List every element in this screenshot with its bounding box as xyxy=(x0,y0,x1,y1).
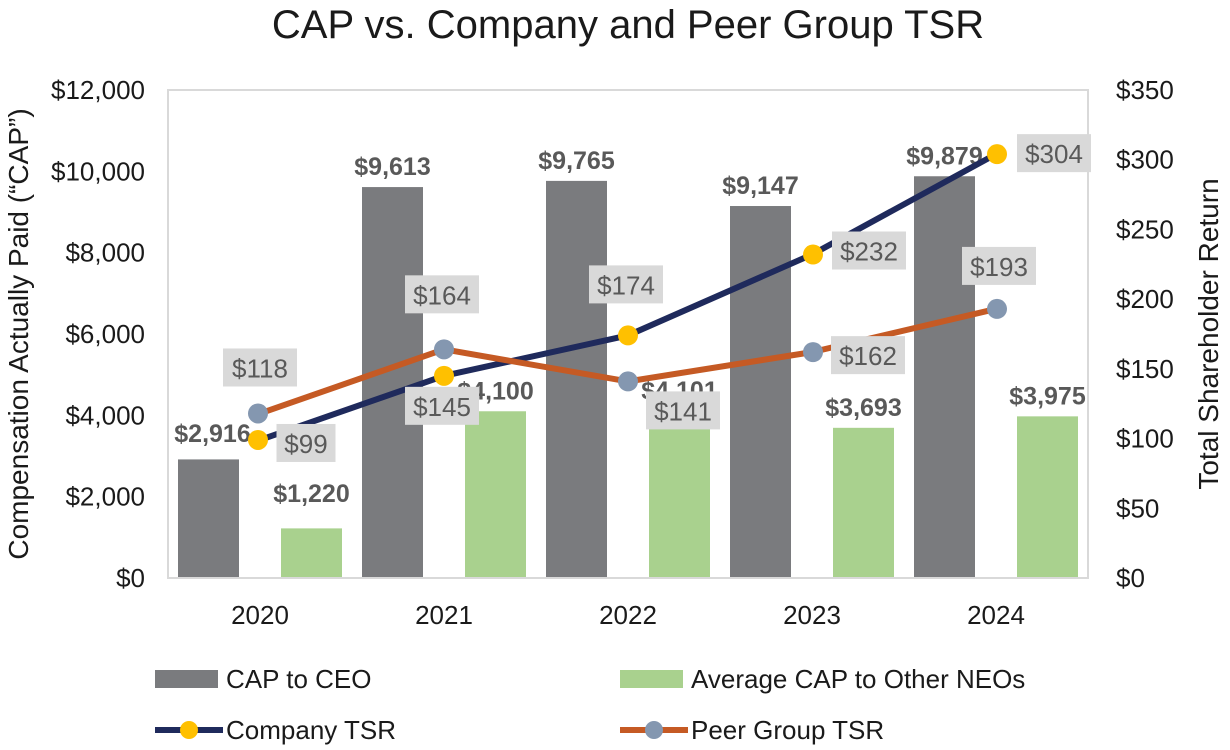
data-label-cap-neo-2020: $1,220 xyxy=(273,480,349,508)
point-label-box xyxy=(589,265,663,304)
data-label-company-tsr-2024: $304 xyxy=(1025,139,1083,169)
y2-tick-label: $0 xyxy=(1116,563,1145,593)
bars-layer: $2,916$9,613 $9,765$9,147$9,879$1,220$4,1… xyxy=(174,142,1086,578)
data-label-cap-neo-2023: $3,693 xyxy=(825,394,901,422)
legend-label: CAP to CEO xyxy=(226,664,371,694)
bar-cap-ceo-2022 xyxy=(546,180,607,578)
peer-tsr-point-2022 xyxy=(618,371,638,392)
company-tsr-point-2021 xyxy=(434,365,454,386)
x-tick-label: 2024 xyxy=(967,600,1025,630)
bar-cap-ceo-2021 xyxy=(362,187,423,578)
legend: CAP to CEO Average CAP to Other NEOs Compa… xyxy=(155,664,1025,745)
legend-swatch xyxy=(620,670,683,688)
y2-tick-label: $150 xyxy=(1116,354,1174,384)
y-tick-label: $2,000 xyxy=(65,482,145,512)
data-label-company-tsr-2020: $99 xyxy=(284,429,327,459)
data-label-cap-ceo-2021: $9,613 xyxy=(354,153,430,181)
legend-label: Company TSR xyxy=(226,715,396,745)
point-label-box xyxy=(405,275,479,314)
legend-marker xyxy=(180,721,198,739)
legend-item-0: CAP to CEO xyxy=(155,664,371,694)
point-label-box xyxy=(276,423,336,462)
y-tick-label: $8,000 xyxy=(65,238,145,268)
legend-marker xyxy=(645,721,663,739)
legend-label: Average CAP to Other NEOs xyxy=(691,664,1025,694)
company-tsr-point-2023 xyxy=(803,244,823,265)
company-tsr-point-2022 xyxy=(618,325,638,346)
data-label-company-tsr-2023: $232 xyxy=(840,237,898,267)
y-tick-label: $0 xyxy=(116,563,145,593)
point-label-box xyxy=(646,391,720,430)
y-axis-label: Compensation Actually Paid (“CAP”) xyxy=(3,108,34,559)
data-label-peer-tsr-2022: $141 xyxy=(654,396,712,426)
peer-tsr-point-2021 xyxy=(434,339,454,360)
company-tsr-point-2024 xyxy=(987,144,1007,165)
data-label-company-tsr-2021: $145 xyxy=(413,392,471,422)
data-label-peer-tsr-2020: $118 xyxy=(232,353,288,383)
legend-item-3: Peer Group TSR xyxy=(620,715,884,745)
point-label-box xyxy=(832,231,906,270)
data-label-peer-tsr-2024: $193 xyxy=(970,252,1028,282)
x-tick-label: 2023 xyxy=(783,600,841,630)
peer-tsr-point-2024 xyxy=(987,298,1007,319)
y2-tick-label: $100 xyxy=(1116,424,1174,454)
chart-title: CAP vs. Company and Peer Group TSR xyxy=(272,3,984,47)
y2-tick-label: $300 xyxy=(1116,145,1174,175)
point-label-box xyxy=(962,246,1036,285)
data-label-cap-ceo-2020: $2,916 xyxy=(174,420,250,448)
legend-swatch xyxy=(155,670,218,688)
bar-cap-neo-2024 xyxy=(1017,416,1078,578)
x-tick-label: 2021 xyxy=(415,600,473,630)
peer-tsr-point-2020 xyxy=(248,403,268,424)
data-label-peer-tsr-2023: $162 xyxy=(839,341,897,371)
lines-layer: $99 $145 $174 $232 $304 $118 $164 $141 $162 $193 xyxy=(223,134,1091,462)
y-tick-label: $12,000 xyxy=(51,75,145,105)
data-label-company-tsr-2022: $174 xyxy=(597,270,655,300)
legend-label: Peer Group TSR xyxy=(691,715,884,745)
point-label-box xyxy=(1017,134,1091,173)
bar-cap-neo-2021 xyxy=(465,411,526,578)
y-tick-label: $10,000 xyxy=(51,156,145,186)
company-tsr-point-2020 xyxy=(248,429,268,450)
x-tick-label: 2020 xyxy=(231,600,289,630)
point-label-box xyxy=(223,348,297,387)
ticks-layer: $0 $2,000 $4,000 $6,000 $8,000 $10,000 $12,000… xyxy=(51,75,1174,630)
y-tick-label: $6,000 xyxy=(65,319,145,349)
bar-cap-neo-2023 xyxy=(833,427,894,578)
y2-axis-label: Total Shareholder Return xyxy=(1193,178,1224,489)
x-tick-label: 2022 xyxy=(599,600,657,630)
peer-tsr-point-2023 xyxy=(803,342,823,363)
data-label-cap-neo-2024: $3,975 xyxy=(1009,382,1086,410)
y2-tick-label: $50 xyxy=(1116,493,1159,523)
y2-tick-label: $250 xyxy=(1116,214,1174,244)
data-label-peer-tsr-2021: $164 xyxy=(413,280,471,310)
legend-item-1: Average CAP to Other NEOs xyxy=(620,664,1025,694)
y2-tick-label: $350 xyxy=(1116,75,1174,105)
point-label-box xyxy=(831,336,905,375)
bar-cap-ceo-2023 xyxy=(730,206,791,578)
bar-cap-neo-2022 xyxy=(649,411,710,578)
y-tick-label: $4,000 xyxy=(65,400,145,430)
point-label-box xyxy=(405,386,479,425)
data-label-cap-ceo-2022: $9,765 xyxy=(538,147,615,175)
bar-cap-neo-2020 xyxy=(281,528,342,578)
y2-tick-label: $200 xyxy=(1116,284,1174,314)
legend-item-2: Company TSR xyxy=(155,715,396,745)
bar-cap-ceo-2020 xyxy=(178,459,239,578)
bar-cap-ceo-2024 xyxy=(914,176,975,578)
data-label-cap-ceo-2023: $9,147 xyxy=(722,172,798,200)
